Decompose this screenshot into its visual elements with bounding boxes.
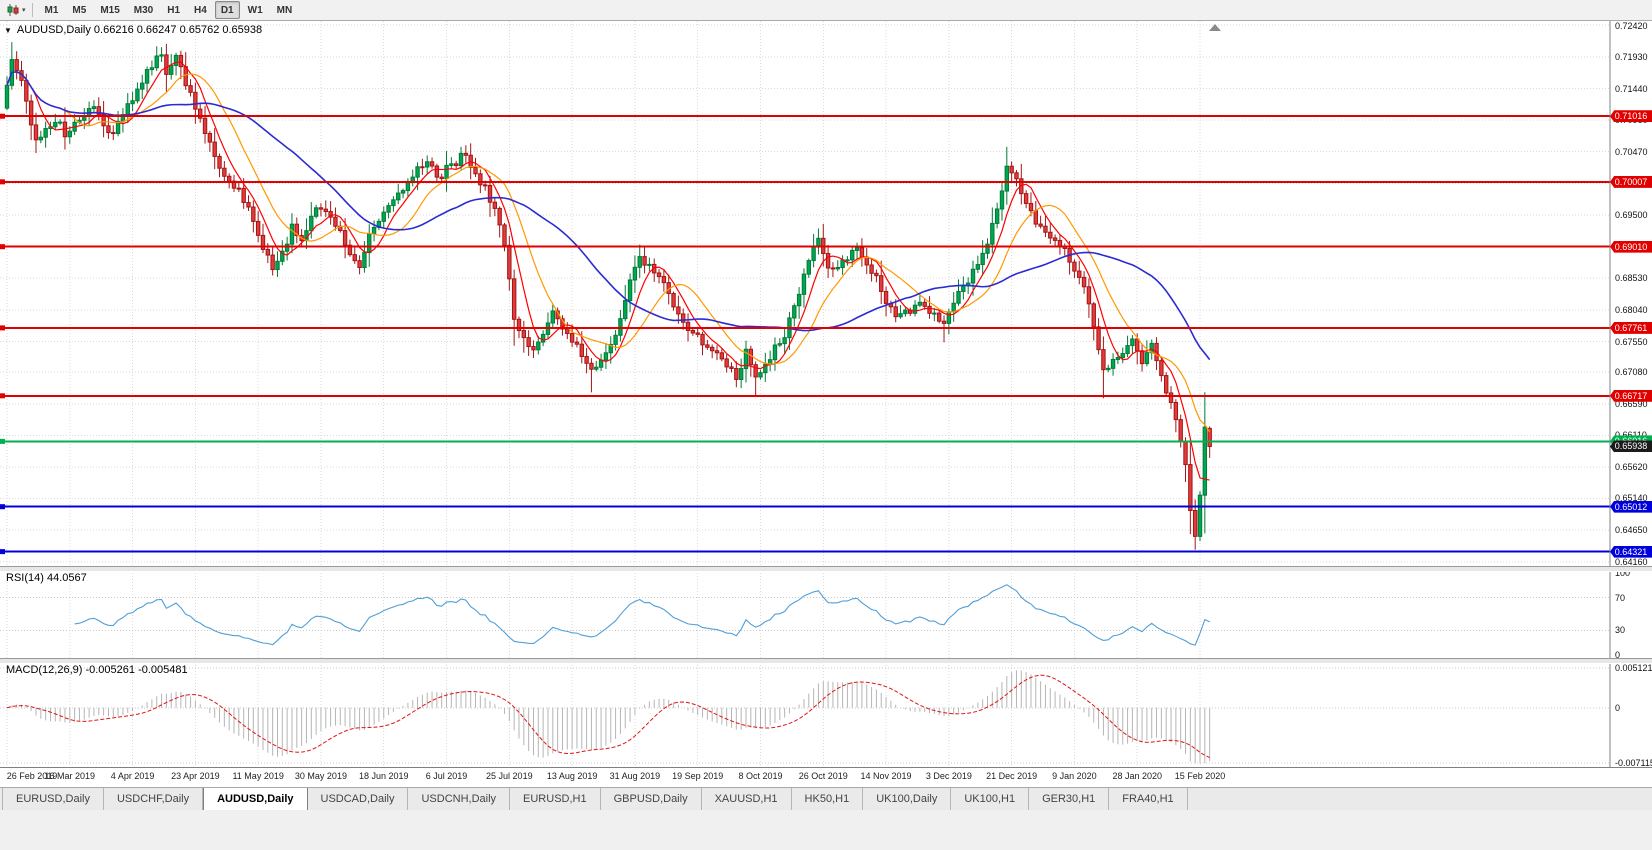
panel-splitter-rsi[interactable] bbox=[0, 566, 1652, 572]
tab-ger30-h1[interactable]: GER30,H1 bbox=[1029, 788, 1110, 810]
price-line-flag: 0.70007 bbox=[1610, 175, 1652, 188]
current-price-flag: 0.65938 bbox=[1610, 440, 1652, 453]
price-axis-tick: 0.69500 bbox=[1615, 209, 1648, 220]
timeframe-button-m5[interactable]: M5 bbox=[72, 4, 87, 16]
tab-usdcnh-daily[interactable]: USDCNH,Daily bbox=[408, 788, 511, 810]
moving-average-fast bbox=[6, 61, 1210, 481]
timeframe-button-mn[interactable]: MN bbox=[276, 4, 293, 16]
date-label: 3 Dec 2019 bbox=[925, 771, 972, 781]
panel-splitter-macd[interactable] bbox=[0, 658, 1652, 664]
chart-tool-button[interactable]: ▾ bbox=[4, 2, 28, 18]
date-label: 16 Mar 2019 bbox=[44, 771, 96, 781]
timeframe-button-m1[interactable]: M1 bbox=[44, 4, 59, 16]
chart-shift-marker[interactable] bbox=[1209, 24, 1221, 31]
tab-usdcad-daily[interactable]: USDCAD,Daily bbox=[307, 788, 409, 810]
date-label: 18 Jun 2019 bbox=[358, 771, 409, 781]
price-axis-tick: 0.64160 bbox=[1615, 557, 1648, 568]
timeframe-toolbar: ▾ M1 M5 M15 M30 H1 H4 D1 W1 MN bbox=[0, 0, 1652, 21]
price-axis-tick: 0.71930 bbox=[1615, 51, 1648, 62]
tab-fra40-h1[interactable]: FRA40,H1 bbox=[1109, 788, 1188, 810]
timeframe-button-m30[interactable]: M30 bbox=[133, 4, 154, 16]
tab-eurusd-h1[interactable]: EURUSD,H1 bbox=[510, 788, 601, 810]
rsi-axis-tick: 100 bbox=[1615, 568, 1631, 578]
timeframe-button-h1[interactable]: H1 bbox=[167, 4, 181, 16]
tab-usdchf-daily[interactable]: USDCHF,Daily bbox=[103, 788, 204, 810]
date-label: 14 Nov 2019 bbox=[860, 771, 912, 781]
date-label: 30 May 2019 bbox=[294, 771, 347, 781]
moving-average-medium bbox=[6, 71, 1211, 433]
price-axis-tick: 0.67080 bbox=[1615, 367, 1648, 378]
date-label: 4 Apr 2019 bbox=[110, 771, 155, 781]
tab-xauusd-h1[interactable]: XAUUSD,H1 bbox=[701, 788, 792, 810]
price-line-flag: 0.65012 bbox=[1610, 500, 1652, 513]
tab-uk100-h1[interactable]: UK100,H1 bbox=[951, 788, 1030, 810]
price-axis-tick: 0.66590 bbox=[1615, 399, 1648, 410]
date-label: 28 Jan 2020 bbox=[1112, 771, 1162, 781]
tab-uk100-daily[interactable]: UK100,Daily bbox=[863, 788, 952, 810]
price-line-flag: 0.64321 bbox=[1610, 545, 1652, 558]
date-label: 15 Feb 2020 bbox=[1174, 771, 1226, 781]
date-label: 9 Jan 2020 bbox=[1052, 771, 1097, 781]
price-axis-tick: 0.68040 bbox=[1615, 304, 1648, 315]
rsi-axis-tick: 30 bbox=[1615, 625, 1626, 636]
timeframe-button-h4[interactable]: H4 bbox=[194, 4, 207, 16]
date-label: 19 Sep 2019 bbox=[672, 771, 724, 781]
candlestick-chart-icon bbox=[7, 4, 19, 16]
macd-axis-tick: 0 bbox=[1615, 702, 1621, 713]
chart-window: ▼ AUDUSD,Daily 0.66216 0.66247 0.65762 0… bbox=[0, 21, 1652, 788]
date-label: 26 Feb 2019 bbox=[6, 771, 58, 781]
date-label: 6 Jul 2019 bbox=[425, 771, 468, 781]
macd-axis-tick: 0.005121 bbox=[1615, 663, 1652, 673]
price-line-flag: 0.71016 bbox=[1610, 110, 1652, 123]
price-axis-tick: 0.64650 bbox=[1615, 525, 1648, 536]
price-axis-tick: 0.72420 bbox=[1615, 21, 1648, 31]
price-axis-tick: 0.70470 bbox=[1615, 146, 1648, 157]
macd-axis-tick: -0.007115 bbox=[1615, 758, 1652, 768]
tab-audusd-daily[interactable]: AUDUSD,Daily bbox=[203, 788, 308, 810]
tab-hk50-h1[interactable]: HK50,H1 bbox=[791, 788, 864, 810]
rsi-axis-tick: 70 bbox=[1615, 592, 1626, 603]
date-label: 13 Aug 2019 bbox=[546, 771, 598, 781]
time-axis[interactable]: 26 Feb 2019 16 Mar 2019 4 Apr 2019 23 Apr 2… bbox=[0, 767, 1652, 788]
timeframe-button-w1[interactable]: W1 bbox=[247, 4, 263, 16]
rsi-axis-tick: 0 bbox=[1615, 650, 1621, 660]
price-line-flag: 0.66717 bbox=[1610, 389, 1652, 402]
date-label: 23 Apr 2019 bbox=[171, 771, 220, 781]
date-label: 25 Jul 2019 bbox=[486, 771, 533, 781]
date-label: 8 Oct 2019 bbox=[738, 771, 783, 781]
date-label: 26 Oct 2019 bbox=[798, 771, 848, 781]
dropdown-caret-icon: ▾ bbox=[22, 7, 26, 14]
symbol-menu-icon[interactable]: ▼ bbox=[4, 25, 12, 35]
price-axis-tick: 0.66110 bbox=[1615, 430, 1647, 441]
price-axis-tick: 0.65140 bbox=[1615, 493, 1648, 504]
chart-title-text: AUDUSD,Daily 0.66216 0.66247 0.65762 0.6… bbox=[16, 24, 263, 36]
chart-canvas[interactable] bbox=[0, 21, 1652, 767]
price-axis-tick: 0.65620 bbox=[1615, 462, 1648, 473]
timeframe-buttons: M1 M5 M15 M30 H1 H4 D1 W1 MN bbox=[39, 1, 301, 19]
macd-indicator-label: MACD(12,26,9) -0.005261 -0.005481 bbox=[6, 664, 188, 676]
tab-gbpusd-daily[interactable]: GBPUSD,Daily bbox=[600, 788, 702, 810]
price-axis-tick: 0.67550 bbox=[1615, 336, 1648, 347]
date-label: 11 May 2019 bbox=[232, 771, 284, 781]
price-line-flag: 0.67761 bbox=[1610, 321, 1652, 334]
timeframe-button-m15[interactable]: M15 bbox=[100, 4, 120, 16]
toolbar-separator bbox=[31, 3, 33, 17]
date-label: 21 Dec 2019 bbox=[986, 771, 1038, 781]
rsi-indicator-label: RSI(14) 44.0567 bbox=[6, 572, 87, 584]
timeframe-button-d1[interactable]: D1 bbox=[214, 1, 240, 19]
chart-tabs-bar: EURUSD,Daily USDCHF,Daily AUDUSD,Daily USDC… bbox=[0, 787, 1652, 810]
price-axis-tick: 0.71440 bbox=[1615, 83, 1648, 94]
price-axis-tick: 0.68530 bbox=[1615, 272, 1648, 283]
chart-title: ▼ AUDUSD,Daily 0.66216 0.66247 0.65762 0… bbox=[4, 24, 262, 36]
price-line-flag: 0.69010 bbox=[1610, 240, 1652, 253]
moving-average-slow bbox=[6, 71, 1211, 361]
tab-eurusd-daily[interactable]: EURUSD,Daily bbox=[2, 788, 104, 810]
date-label: 31 Aug 2019 bbox=[609, 771, 661, 781]
